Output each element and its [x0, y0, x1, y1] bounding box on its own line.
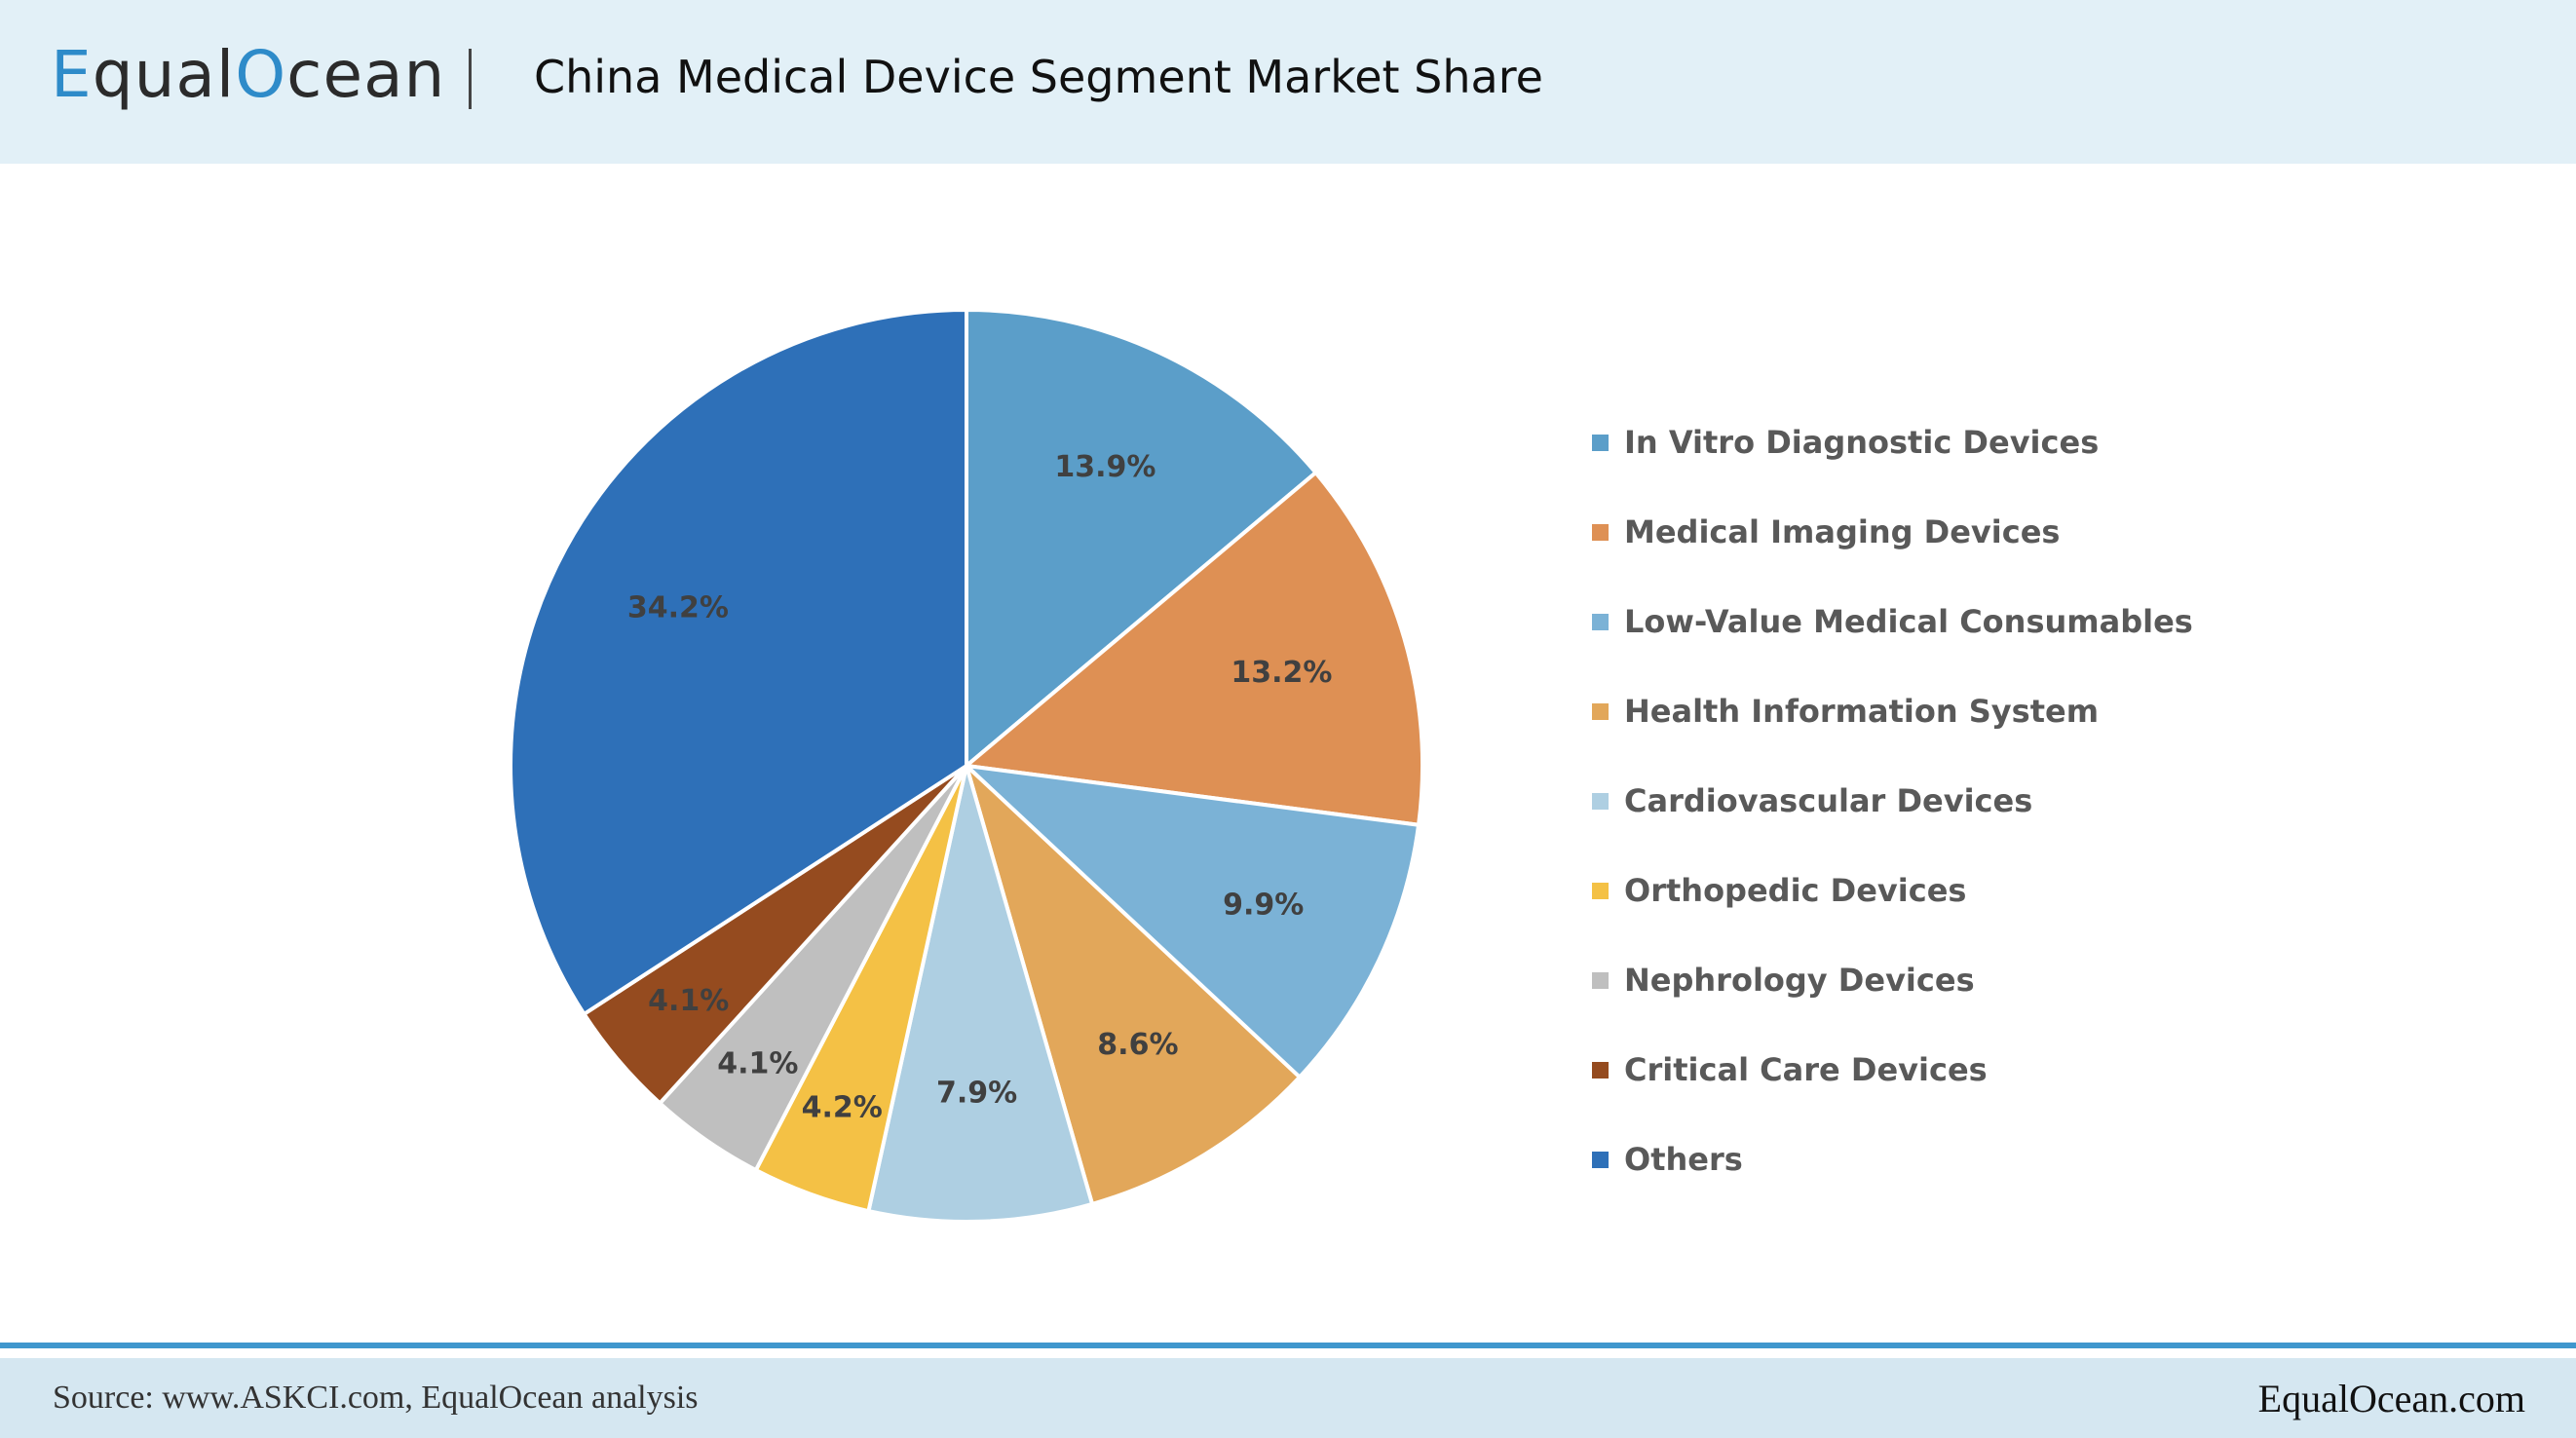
logo-qual: qual	[92, 37, 236, 112]
legend-item-6[interactable]: Orthopedic Devices	[1592, 846, 2193, 935]
legend-label-8: Critical Care Devices	[1624, 1051, 1988, 1088]
data-label-6: 4.2%	[802, 1090, 883, 1124]
legend-item-9[interactable]: Others	[1592, 1115, 2193, 1204]
legend-swatch-4	[1592, 702, 1609, 720]
legend-swatch-1	[1592, 434, 1609, 451]
logo-cean: cean	[286, 37, 446, 112]
legend-label-2: Medical Imaging Devices	[1624, 513, 2061, 550]
legend-label-9: Others	[1624, 1141, 1743, 1178]
legend-swatch-9	[1592, 1151, 1609, 1168]
data-label-8: 4.1%	[648, 984, 729, 1018]
legend-swatch-8	[1592, 1061, 1609, 1078]
legend-label-7: Nephrology Devices	[1624, 962, 1975, 999]
legend-item-4[interactable]: Health Information System	[1592, 666, 2193, 756]
legend-item-2[interactable]: Medical Imaging Devices	[1592, 487, 2193, 577]
legend-swatch-7	[1592, 971, 1609, 989]
legend-item-3[interactable]: Low-Value Medical Consumables	[1592, 577, 2193, 666]
page-title: China Medical Device Segment Market Shar…	[534, 51, 1543, 103]
footer-brand: EqualOcean.com	[2257, 1377, 2525, 1420]
legend-swatch-5	[1592, 792, 1609, 810]
legend-swatch-2	[1592, 523, 1609, 541]
footer-divider	[0, 1343, 2576, 1348]
source-note: Source: www.ASKCI.com, EqualOcean analys…	[53, 1380, 699, 1416]
legend-item-8[interactable]: Critical Care Devices	[1592, 1025, 2193, 1115]
pie-slice-1[interactable]	[965, 307, 1319, 771]
pie-slice-9[interactable]	[509, 307, 968, 1017]
legend-label-6: Orthopedic Devices	[1624, 872, 1967, 909]
pie-slice-5[interactable]	[866, 765, 1095, 1224]
data-label-1: 13.9%	[1054, 450, 1155, 484]
data-label-9: 34.2%	[627, 591, 729, 625]
legend-label-3: Low-Value Medical Consumables	[1624, 603, 2193, 640]
pie-chart: 13.9%13.2%9.9%8.6%7.9%4.2%4.1%4.1%34.2%	[509, 307, 1424, 1224]
logo-o: O	[235, 37, 287, 112]
equalocean-logo[interactable]: EqualOcean	[51, 37, 445, 112]
data-label-3: 9.9%	[1223, 888, 1304, 922]
legend-swatch-3	[1592, 613, 1609, 630]
legend-item-7[interactable]: Nephrology Devices	[1592, 935, 2193, 1025]
legend-label-1: In Vitro Diagnostic Devices	[1624, 424, 2100, 461]
header-divider	[469, 49, 472, 109]
data-label-2: 13.2%	[1231, 656, 1332, 690]
legend-label-5: Cardiovascular Devices	[1624, 782, 2033, 819]
header-bar: EqualOcean China Medical Device Segment …	[0, 0, 2576, 164]
data-label-4: 8.6%	[1097, 1028, 1178, 1062]
legend-label-4: Health Information System	[1624, 693, 2100, 730]
legend-item-5[interactable]: Cardiovascular Devices	[1592, 756, 2193, 846]
footer-bar: Source: www.ASKCI.com, EqualOcean analys…	[0, 1358, 2576, 1438]
legend-swatch-6	[1592, 882, 1609, 899]
data-label-5: 7.9%	[936, 1076, 1017, 1110]
chart-area: 13.9% 13.2% 9.9% 8.6% 7.9% 4.2% 4.1% 4.1% 34.2% …	[0, 164, 2576, 1343]
legend: In Vitro Diagnostic Devices Medical Imagi…	[1592, 397, 2193, 1204]
pie-slice-3[interactable]	[961, 763, 1421, 1080]
legend-item-1[interactable]: In Vitro Diagnostic Devices	[1592, 397, 2193, 487]
data-label-7: 4.1%	[717, 1047, 798, 1081]
logo-e: E	[51, 37, 93, 112]
pie-slice-2[interactable]	[962, 470, 1424, 828]
pie-slice-4[interactable]	[963, 759, 1303, 1207]
